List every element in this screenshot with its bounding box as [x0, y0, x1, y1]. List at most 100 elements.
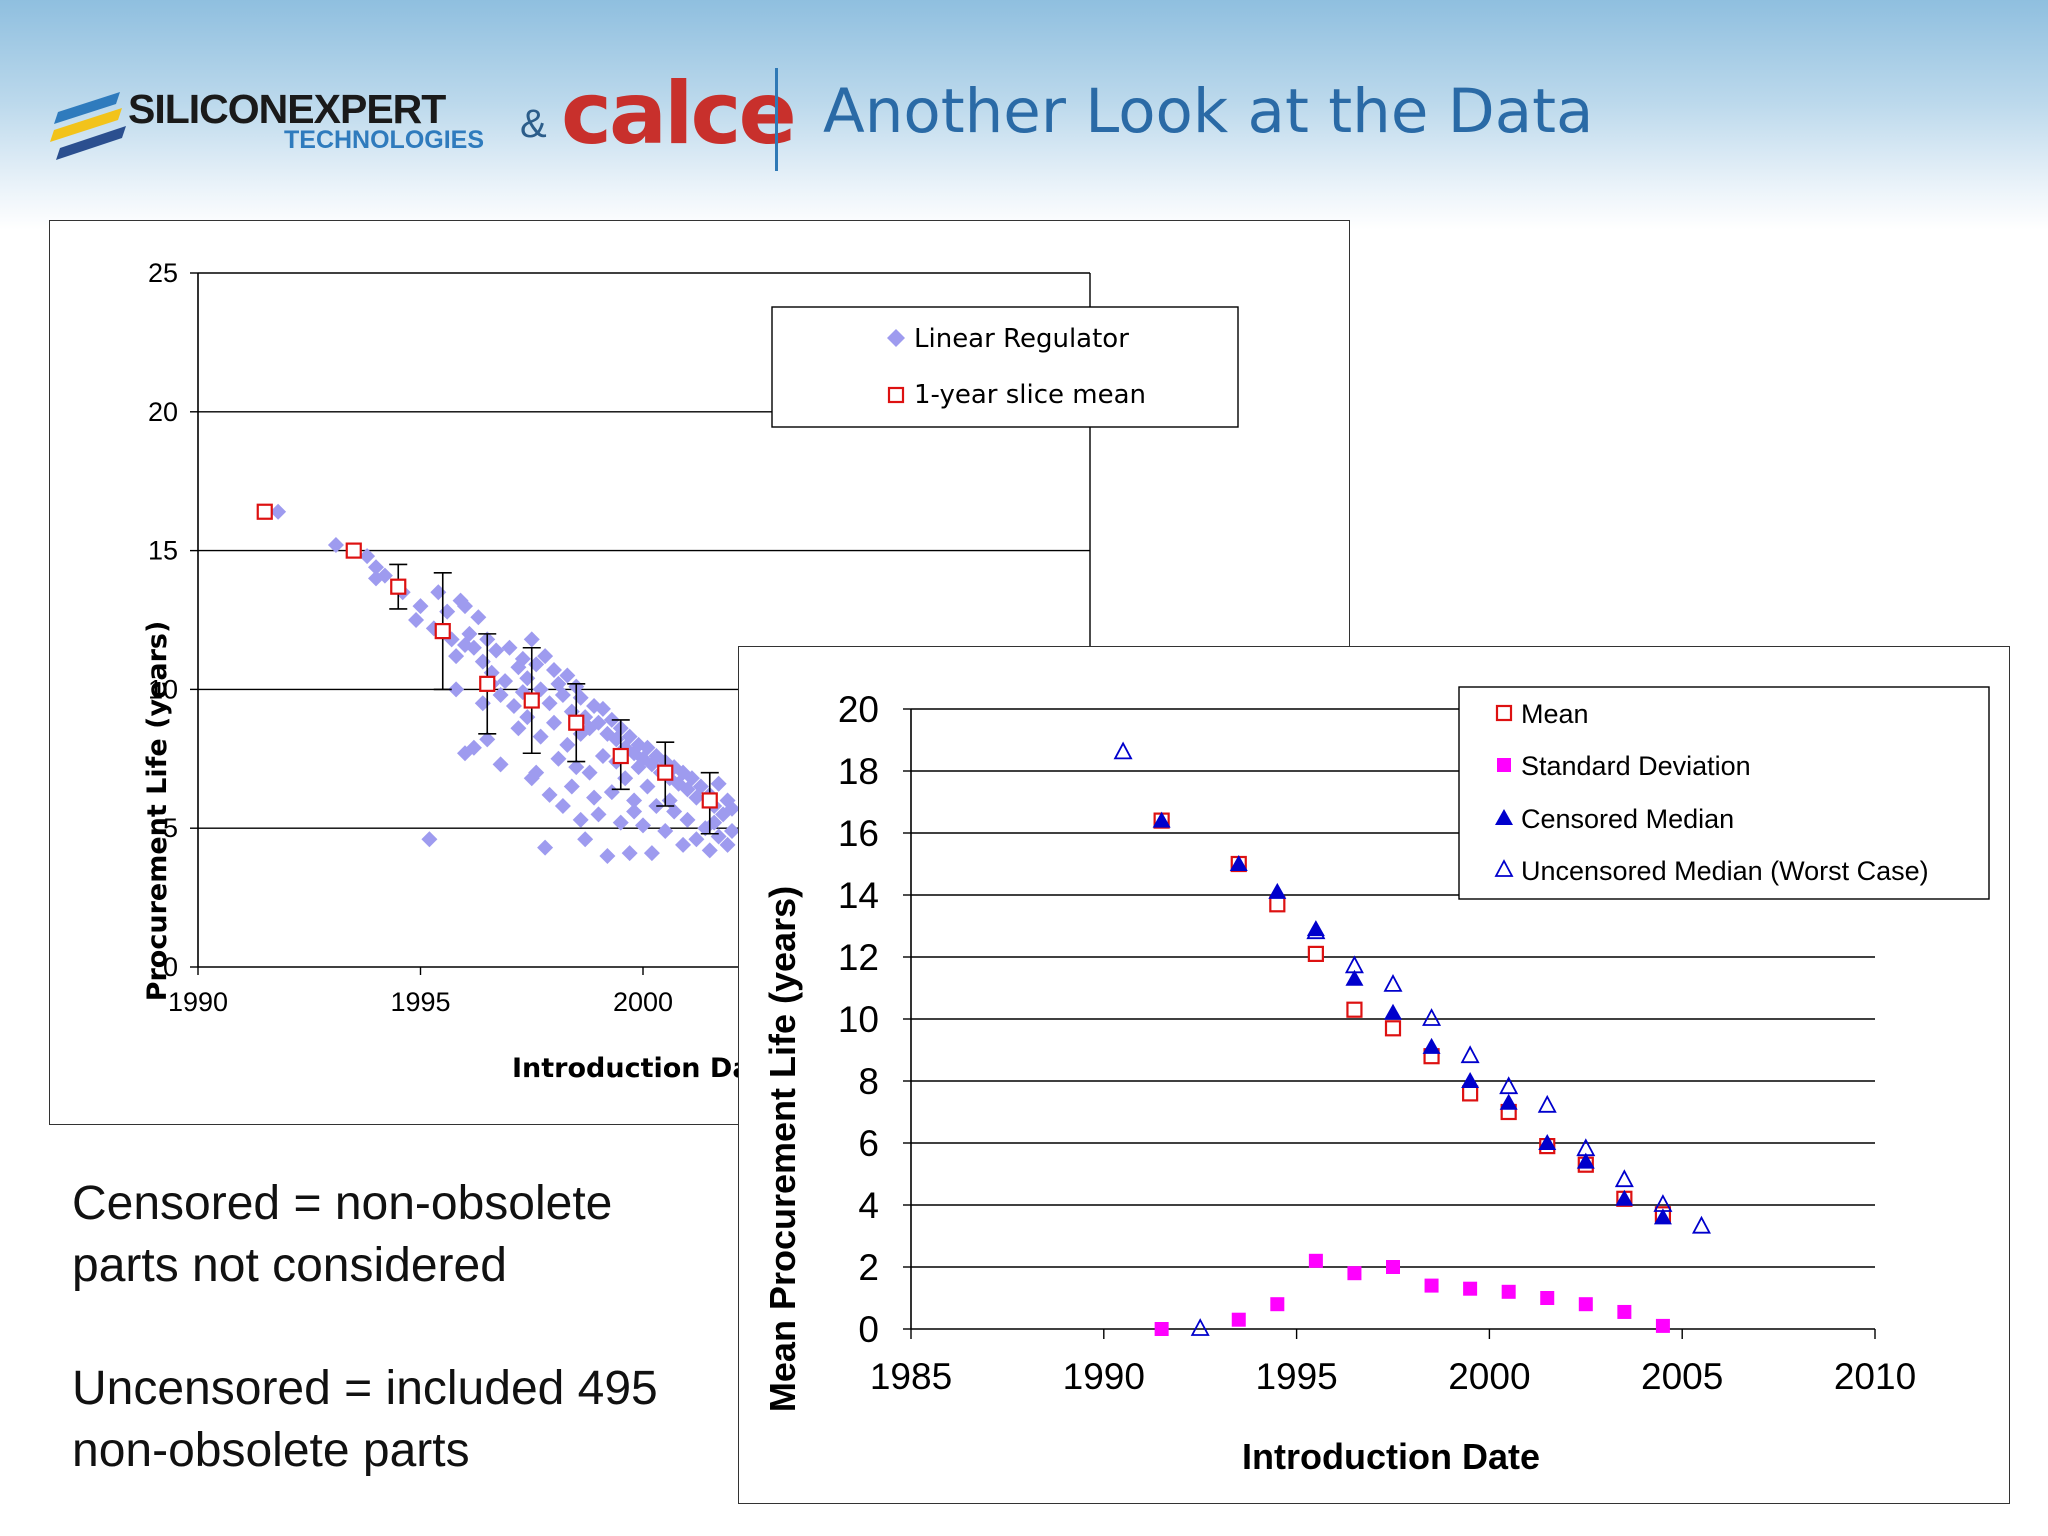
- linear-regulator-point: [541, 786, 558, 803]
- linear-regulator-point: [577, 709, 594, 726]
- linear-regulator-point: [439, 603, 456, 620]
- linear-regulator-point: [719, 836, 736, 853]
- linear-regulator-point: [412, 598, 429, 615]
- linear-regulator-point: [492, 756, 509, 773]
- linear-regulator-point: [568, 759, 585, 776]
- linear-regulator-point: [724, 822, 740, 839]
- y-tick-label: 0: [858, 1309, 879, 1350]
- linear-regulator-point: [688, 831, 705, 848]
- linear-regulator-point: [327, 537, 344, 554]
- mean-point: [1307, 945, 1324, 962]
- uncensored-note-line2: non-obsolete parts: [72, 1424, 470, 1477]
- legend-marker-standard-deviation: [1497, 758, 1511, 772]
- censored-median-point: [1615, 1189, 1634, 1206]
- linear-regulator-point: [550, 750, 567, 767]
- x-axis-label: Introduction Date: [1242, 1436, 1540, 1477]
- legend-marker-linear-regulator: [887, 329, 905, 347]
- linear-regulator-point: [577, 831, 594, 848]
- linear-regulator-point: [514, 650, 531, 667]
- linear-regulator-point: [675, 836, 692, 853]
- linear-regulator-point: [550, 675, 567, 692]
- linear-regulator-point: [368, 559, 384, 576]
- censored-median-point: [1345, 969, 1364, 986]
- uncensored-note-line1: Uncensored = included 495: [72, 1362, 658, 1415]
- legend-marker-censored-median: [1495, 809, 1513, 825]
- linear-regulator-point: [617, 770, 634, 787]
- linear-regulator-point: [430, 584, 447, 601]
- linear-regulator-point: [479, 731, 496, 748]
- censored-note-line2: parts not considered: [72, 1239, 507, 1292]
- censored-median-point: [1384, 1003, 1402, 1020]
- linear-regulator-point: [532, 728, 549, 745]
- mean-point: [1346, 1001, 1363, 1018]
- linear-regulator-point: [465, 739, 482, 756]
- linear-regulator-point: [368, 570, 384, 587]
- linear-regulator-point: [457, 598, 473, 615]
- linear-regulator-point: [546, 714, 562, 731]
- linear-regulator-point: [470, 609, 487, 626]
- siliconexpert-logo-mark: [50, 92, 126, 160]
- mean-point: [1269, 896, 1286, 913]
- linear-regulator-point: [563, 778, 580, 795]
- linear-regulator-point: [603, 784, 620, 801]
- standard-deviation-point: [1386, 1260, 1400, 1274]
- y-tick-label: 10: [838, 999, 879, 1040]
- linear-regulator-point: [643, 845, 660, 862]
- mean-point: [1384, 1020, 1402, 1037]
- siliconexpert-logo-text: SILICONEXPERT: [128, 86, 446, 132]
- linear-regulator-point: [448, 681, 465, 698]
- logo-ampersand: &: [520, 102, 547, 146]
- legend-label-linear-regulator: Linear Regulator: [914, 324, 1129, 354]
- standard-deviation-point: [1501, 1284, 1516, 1299]
- linear-regulator-point: [599, 847, 616, 864]
- x-tick-label: 2000: [613, 987, 673, 1017]
- y-tick-label: 25: [148, 258, 178, 288]
- uncensored-median-worst-case-point: [1499, 1076, 1519, 1095]
- y-tick-label: 14: [838, 875, 879, 916]
- slice-mean-point: [256, 503, 273, 520]
- y-tick-label: 2: [858, 1247, 879, 1288]
- legend-marker-mean: [1495, 704, 1513, 722]
- linear-regulator-point: [541, 695, 558, 712]
- censored-median-point: [1538, 1134, 1557, 1150]
- y-tick-label: 5: [163, 813, 178, 843]
- slice-mean-point: [657, 764, 674, 781]
- linear-regulator-point: [528, 764, 545, 781]
- linear-regulator-point: [710, 775, 727, 792]
- slice-mean-point: [434, 623, 451, 640]
- linear-regulator-point: [537, 839, 554, 856]
- chart-linear-regulator: 0 5 10 15 20 25 1990 1995 2000 Linear Regulator 1…: [142, 258, 1239, 1084]
- standard-deviation-point: [1308, 1253, 1323, 1268]
- y-tick-label: 20: [148, 397, 178, 427]
- legend-box: [771, 306, 1239, 428]
- x-tick-label: 2005: [1641, 1356, 1723, 1397]
- linear-regulator-point: [559, 736, 576, 753]
- x-tick-label: 2000: [1448, 1356, 1530, 1397]
- linear-regulator-point: [505, 698, 522, 715]
- x-tick-label: 1990: [168, 987, 228, 1017]
- linear-regulator-point: [559, 667, 576, 684]
- linear-regulator-point: [359, 548, 376, 565]
- standard-deviation-point: [1540, 1291, 1555, 1305]
- linear-regulator-point: [519, 709, 536, 726]
- uncensored-median-worst-case-point: [1383, 973, 1403, 992]
- y-tick-label: 0: [163, 952, 178, 982]
- y-tick-label: 4: [858, 1185, 879, 1226]
- x-tick-label: 2010: [1834, 1356, 1916, 1397]
- logos: SILICONEXPERT TECHNOLOGIES & calce: [50, 64, 797, 178]
- linear-regulator-point: [421, 831, 438, 848]
- linear-regulator-point: [683, 770, 700, 787]
- standard-deviation-point: [1617, 1304, 1632, 1319]
- x-tick-label: 1990: [1063, 1356, 1145, 1397]
- linear-regulator-point: [679, 811, 696, 828]
- linear-regulator-point: [474, 653, 491, 670]
- uncensored-note: Uncensored = included 495 non-obsolete p…: [72, 1358, 658, 1482]
- linear-regulator-point: [701, 842, 718, 859]
- linear-regulator-point: [572, 811, 589, 828]
- linear-regulator-point: [621, 728, 638, 745]
- linear-regulator-point: [465, 639, 482, 656]
- slice-mean-point: [345, 542, 362, 559]
- linear-regulator-point: [594, 700, 611, 717]
- linear-regulator-point: [461, 625, 478, 642]
- linear-regulator-point: [510, 720, 527, 737]
